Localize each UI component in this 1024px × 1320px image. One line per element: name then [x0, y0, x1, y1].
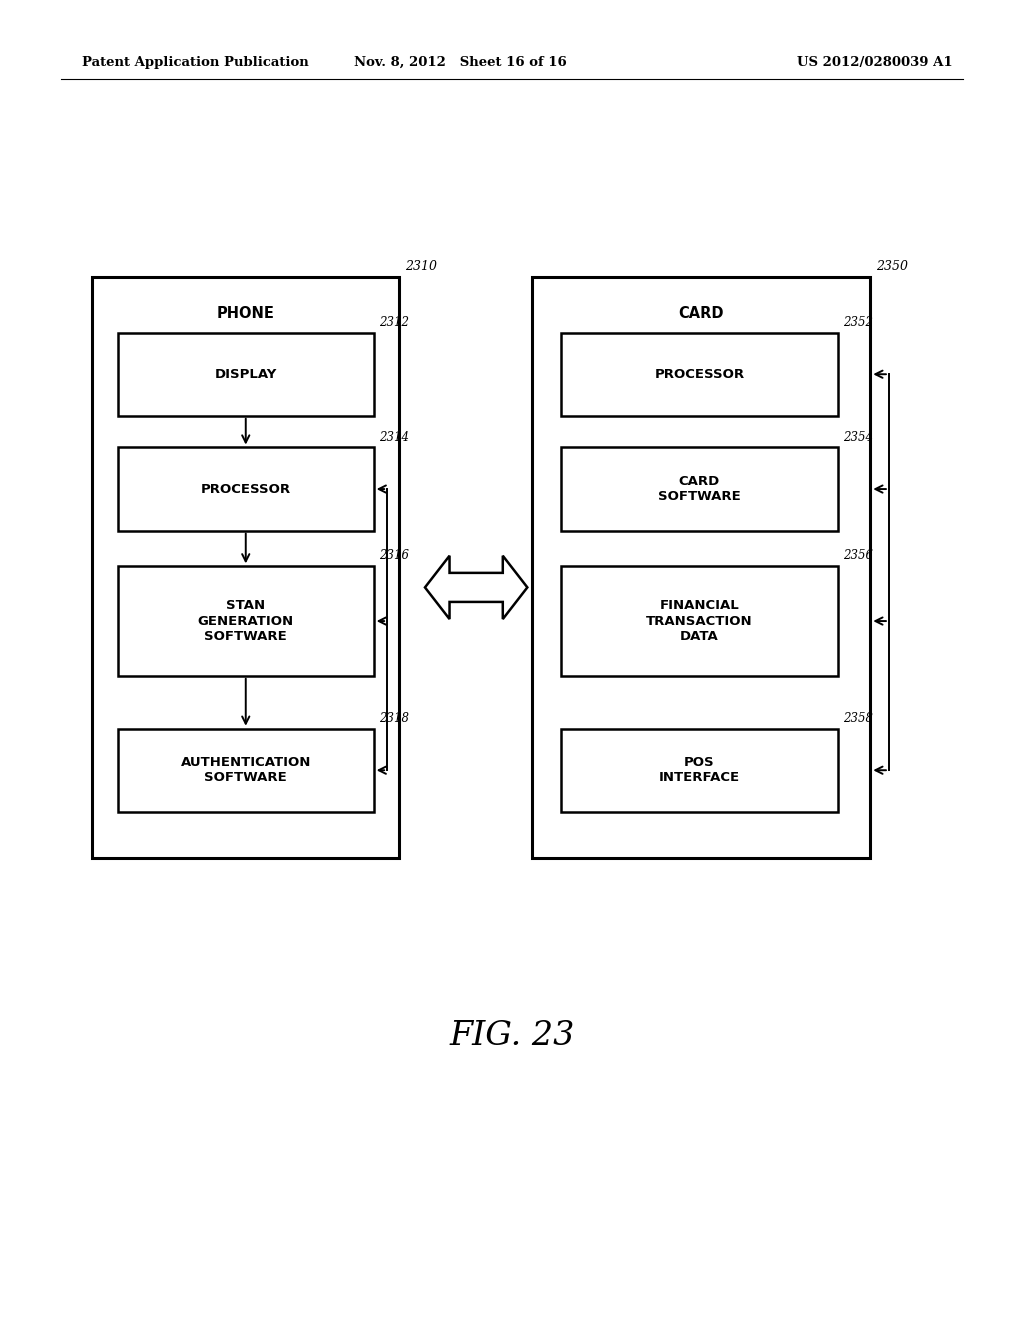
Text: POS
INTERFACE: POS INTERFACE: [658, 756, 740, 784]
Bar: [561, 333, 838, 416]
Text: 2350: 2350: [877, 260, 908, 273]
Text: FINANCIAL
TRANSACTION
DATA: FINANCIAL TRANSACTION DATA: [646, 599, 753, 643]
Text: STAN
GENERATION
SOFTWARE: STAN GENERATION SOFTWARE: [198, 599, 294, 643]
Bar: [561, 566, 838, 676]
Text: US 2012/0280039 A1: US 2012/0280039 A1: [797, 55, 952, 69]
Bar: [118, 333, 374, 416]
Text: 2354: 2354: [843, 430, 872, 444]
Text: Nov. 8, 2012   Sheet 16 of 16: Nov. 8, 2012 Sheet 16 of 16: [354, 55, 567, 69]
Text: FIG. 23: FIG. 23: [450, 1020, 574, 1052]
Polygon shape: [425, 556, 527, 619]
Text: 2316: 2316: [379, 549, 409, 562]
Text: CARD: CARD: [679, 306, 724, 321]
Bar: [118, 566, 374, 676]
Text: 2312: 2312: [379, 315, 409, 329]
Text: 2352: 2352: [843, 315, 872, 329]
Text: 2310: 2310: [406, 260, 437, 273]
Bar: [118, 447, 374, 531]
Text: 2314: 2314: [379, 430, 409, 444]
Text: AUTHENTICATION
SOFTWARE: AUTHENTICATION SOFTWARE: [180, 756, 311, 784]
Text: Patent Application Publication: Patent Application Publication: [82, 55, 308, 69]
Text: DISPLAY: DISPLAY: [215, 368, 276, 380]
Bar: [118, 729, 374, 812]
Bar: [532, 277, 870, 858]
Text: 2356: 2356: [843, 549, 872, 562]
Bar: [561, 447, 838, 531]
Bar: [561, 729, 838, 812]
Text: 2358: 2358: [843, 711, 872, 725]
Text: CARD
SOFTWARE: CARD SOFTWARE: [658, 475, 740, 503]
Bar: [92, 277, 399, 858]
Text: PROCESSOR: PROCESSOR: [201, 483, 291, 495]
Text: 2318: 2318: [379, 711, 409, 725]
Text: PROCESSOR: PROCESSOR: [654, 368, 744, 380]
Text: PHONE: PHONE: [217, 306, 274, 321]
